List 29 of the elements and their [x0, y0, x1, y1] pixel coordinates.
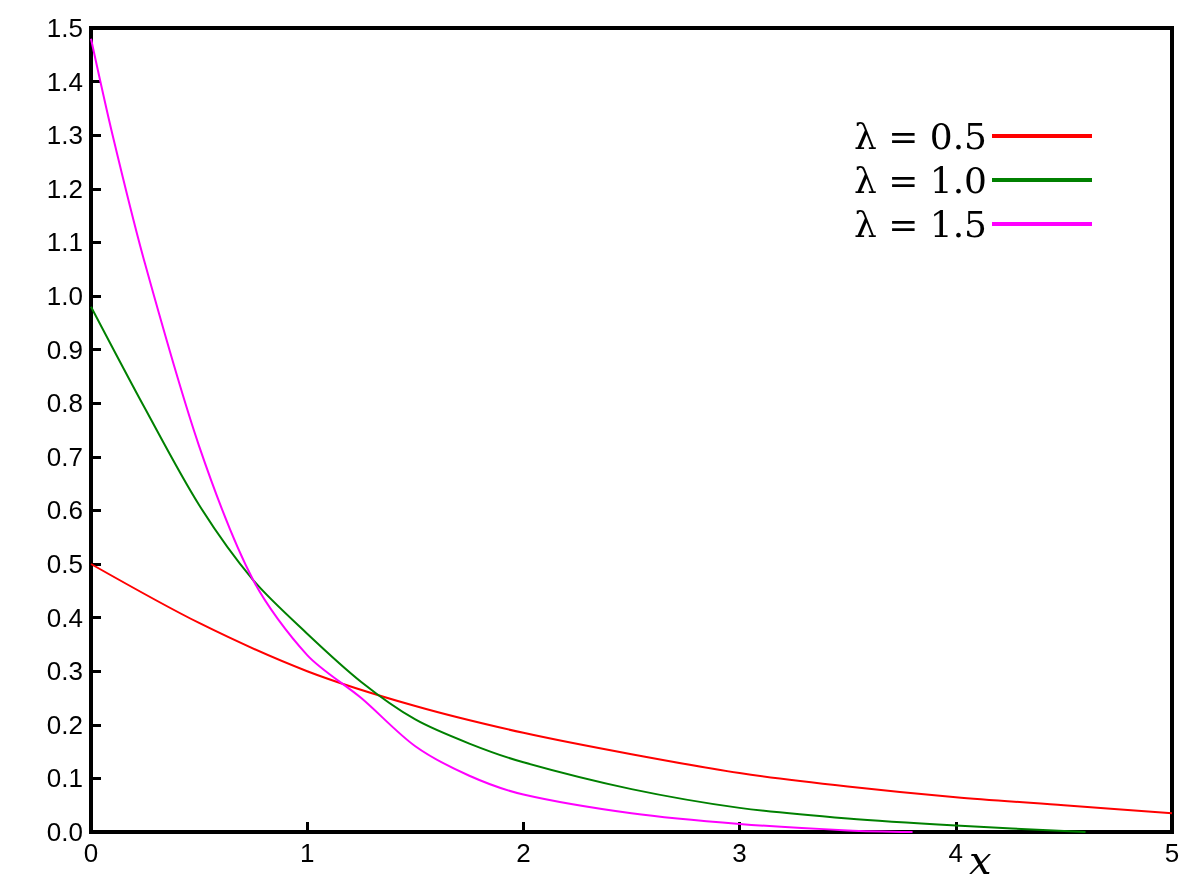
- legend-label: λ = 1.0: [853, 159, 987, 201]
- y-tick-label: 0.6: [46, 495, 83, 526]
- y-tick-label: 1.0: [46, 281, 83, 311]
- y-tick-label: 1.1: [46, 227, 83, 258]
- y-tick-label: 0.5: [46, 549, 83, 579]
- x-tick-label: 0: [83, 838, 99, 868]
- y-tick-label: 0.3: [46, 656, 83, 687]
- y-tick-label: 1.3: [46, 120, 83, 151]
- y-tick-label: 0.0: [46, 817, 83, 847]
- y-tick-label: 1.5: [46, 13, 83, 43]
- x-tick-label: 2: [516, 838, 531, 868]
- y-tick-label: 0.9: [46, 334, 83, 365]
- y-tick-label: 1.4: [46, 66, 83, 97]
- x-tick-label: 4: [948, 838, 964, 868]
- x-tick-label: 3: [732, 838, 747, 868]
- line-series: [90, 305, 1087, 833]
- y-tick-label: 0.7: [46, 441, 83, 472]
- y-tick-label: 0.1: [46, 763, 83, 794]
- x-axis-title: x: [968, 837, 992, 883]
- x-tick-label: 5: [1164, 838, 1180, 868]
- legend-label: λ = 0.5: [853, 115, 987, 157]
- y-tick-label: 0.2: [46, 709, 83, 740]
- x-tick-label: 1: [299, 838, 315, 868]
- line-series: [90, 563, 1173, 815]
- y-tick-label: 0.8: [46, 388, 83, 419]
- line-series: [90, 37, 914, 833]
- y-tick-label: 0.4: [46, 602, 83, 633]
- y-tick-label: 1.2: [46, 173, 83, 204]
- legend-label: λ = 1.5: [853, 203, 987, 245]
